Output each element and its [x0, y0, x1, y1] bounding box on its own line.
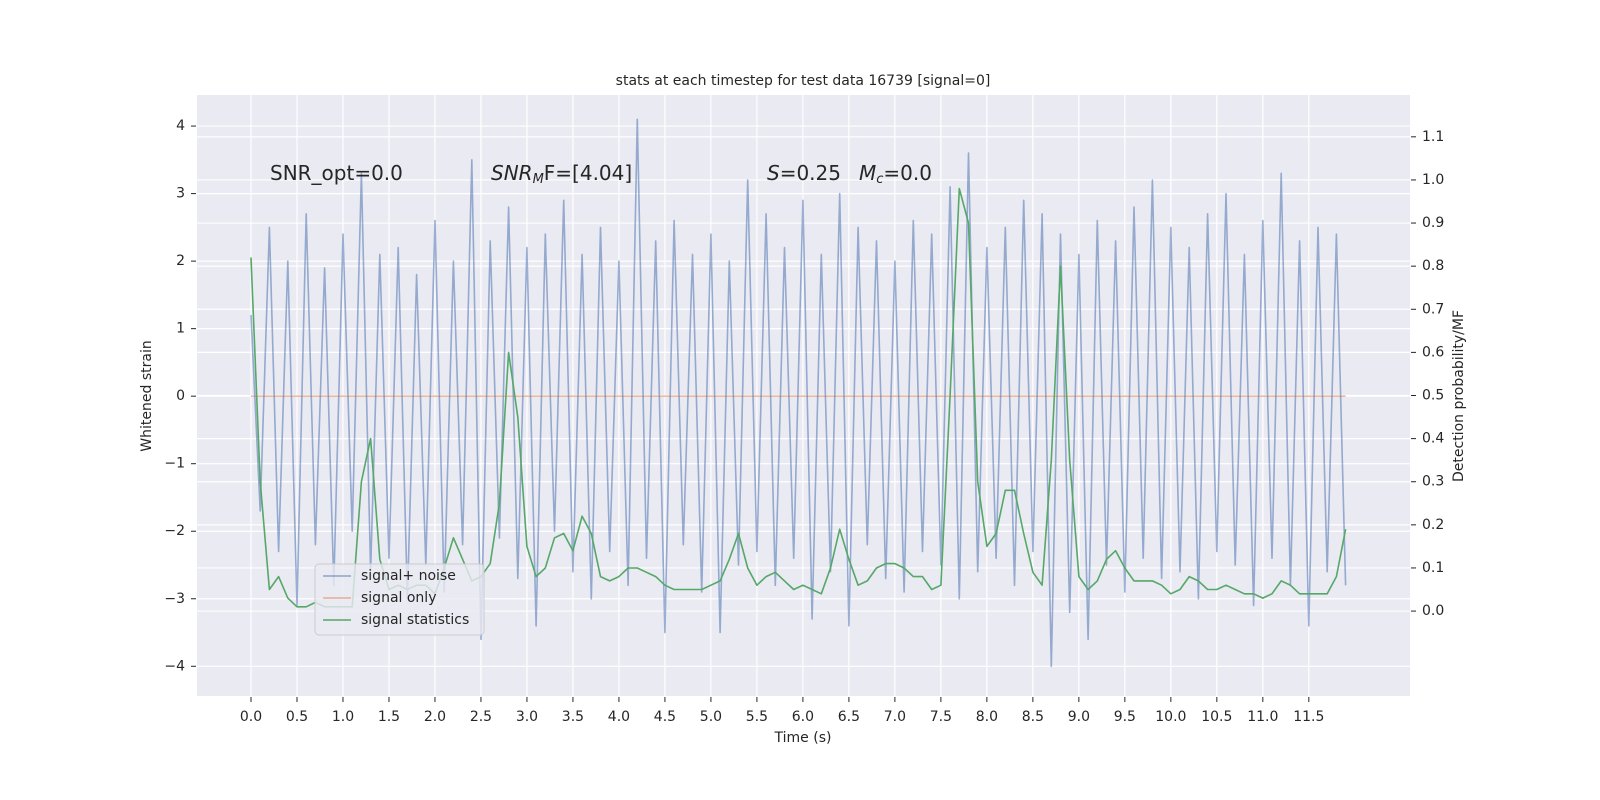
legend-box — [314, 563, 485, 636]
legend-label: signal+ noise — [361, 568, 456, 584]
x-tick-label: 1.5 — [378, 709, 400, 725]
x-tick-label: 2.0 — [424, 709, 446, 725]
y2-tick-label: 0.4 — [1422, 431, 1444, 447]
y2-tick-label: 0.2 — [1422, 517, 1444, 533]
x-tick-label: 9.0 — [1068, 709, 1090, 725]
y2-axis-label: Detection probability/MF — [1451, 310, 1467, 482]
x-tick-label: 4.0 — [608, 709, 630, 725]
y2-tick-label: 0.3 — [1422, 474, 1444, 490]
annotation-sub: c — [876, 172, 883, 187]
x-tick-label: 5.5 — [746, 709, 768, 725]
series-line — [250, 118, 1347, 668]
annotation-main: SNR_opt=0.0 — [270, 161, 403, 185]
x-tick-label: 11.5 — [1293, 709, 1324, 725]
annotation: Mc=0.0 — [859, 161, 932, 187]
x-tick-label: 7.0 — [884, 709, 906, 725]
x-tick-label: 8.0 — [976, 709, 998, 725]
y2-tick-label: 1.1 — [1422, 129, 1444, 145]
x-tick-label: 8.5 — [1022, 709, 1044, 725]
x-axis-label: Time (s) — [774, 730, 832, 746]
x-tick-label: 3.5 — [562, 709, 584, 725]
y-axis-label: Whitened strain — [139, 340, 155, 451]
legend-label: signal only — [361, 590, 436, 606]
annotation-main: SNR — [491, 161, 533, 185]
y-tick-label: −3 — [164, 591, 185, 607]
y2-tick-label: 0.5 — [1422, 388, 1444, 404]
y2-tick-label: 0.1 — [1422, 560, 1444, 576]
y-tick-label: 0 — [176, 388, 185, 404]
x-tick-label: 10.0 — [1155, 709, 1186, 725]
y-tick-label: −1 — [164, 456, 185, 472]
chart-title: stats at each timestep for test data 167… — [616, 73, 991, 89]
x-tick-label: 6.0 — [792, 709, 814, 725]
x-tick-label: 6.5 — [838, 709, 860, 725]
annotation: S=0.25 — [767, 161, 841, 185]
y2-tick-label: 0.7 — [1422, 301, 1444, 317]
x-tick-label: 0.5 — [286, 709, 308, 725]
annotation-tail: =0.0 — [883, 161, 932, 185]
y-tick-label: −4 — [164, 658, 185, 674]
y2-tick-label: 0.0 — [1422, 603, 1444, 619]
annotation-sub: M — [533, 172, 544, 187]
y2-tick-label: 1.0 — [1422, 172, 1444, 188]
y2-tick-label: 0.9 — [1422, 215, 1444, 231]
annotation-main: M — [859, 161, 876, 185]
y-tick-label: 2 — [176, 253, 185, 269]
x-tick-label: 3.0 — [516, 709, 538, 725]
x-tick-label: 1.0 — [332, 709, 354, 725]
annotation-tail: F=[4.04] — [544, 161, 632, 185]
annotation-main: S — [767, 161, 780, 185]
annotation: SNR_opt=0.0 — [270, 161, 403, 185]
x-tick-label: 4.5 — [654, 709, 676, 725]
y2-tick-label: 0.8 — [1422, 258, 1444, 274]
y-tick-label: 1 — [176, 321, 185, 337]
y-tick-label: −2 — [164, 523, 185, 539]
y-tick-label: 4 — [176, 118, 185, 134]
x-tick-label: 2.5 — [470, 709, 492, 725]
x-tick-label: 0.0 — [240, 709, 262, 725]
x-tick-label: 10.5 — [1201, 709, 1232, 725]
x-tick-label: 11.0 — [1247, 709, 1278, 725]
x-tick-label: 9.5 — [1114, 709, 1136, 725]
x-tick-label: 5.0 — [700, 709, 722, 725]
y2-tick-label: 0.6 — [1422, 344, 1444, 360]
annotation-tail: =0.25 — [780, 161, 841, 185]
y-tick-label: 3 — [176, 186, 185, 202]
x-tick-label: 7.5 — [930, 709, 952, 725]
annotation: SNRMF=[4.04] — [491, 161, 632, 187]
legend-label: signal statistics — [361, 612, 469, 628]
